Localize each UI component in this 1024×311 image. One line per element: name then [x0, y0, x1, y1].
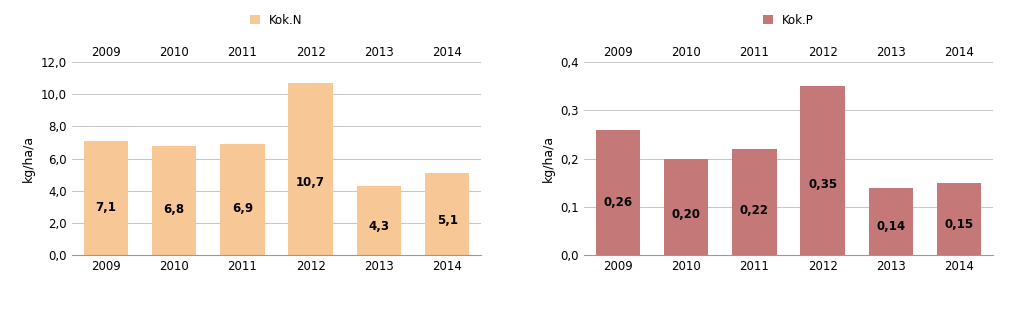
Legend: Kok.P: Kok.P [763, 14, 814, 27]
Bar [801, 86, 845, 255]
Bar [84, 141, 128, 255]
Bar [356, 186, 401, 255]
Bar [664, 159, 709, 255]
Bar [152, 146, 197, 255]
Text: 0,22: 0,22 [740, 204, 769, 217]
Text: 6,8: 6,8 [164, 203, 184, 216]
Legend: Kok.N: Kok.N [250, 14, 303, 27]
Bar [868, 188, 913, 255]
Text: 0,14: 0,14 [877, 220, 905, 233]
Y-axis label: kg/ha/a: kg/ha/a [23, 135, 35, 182]
Bar [596, 130, 640, 255]
Text: 0,26: 0,26 [603, 196, 633, 209]
Text: 0,35: 0,35 [808, 178, 838, 191]
Bar [220, 144, 264, 255]
Bar [937, 183, 981, 255]
Bar [732, 149, 776, 255]
Text: 0,20: 0,20 [672, 208, 700, 221]
Bar [289, 83, 333, 255]
Text: 5,1: 5,1 [436, 214, 458, 227]
Text: 10,7: 10,7 [296, 176, 325, 189]
Bar [425, 173, 469, 255]
Text: 4,3: 4,3 [369, 220, 389, 233]
Text: 7,1: 7,1 [95, 201, 117, 214]
Y-axis label: kg/ha/a: kg/ha/a [542, 135, 555, 182]
Text: 0,15: 0,15 [944, 218, 974, 231]
Text: 6,9: 6,9 [231, 202, 253, 215]
